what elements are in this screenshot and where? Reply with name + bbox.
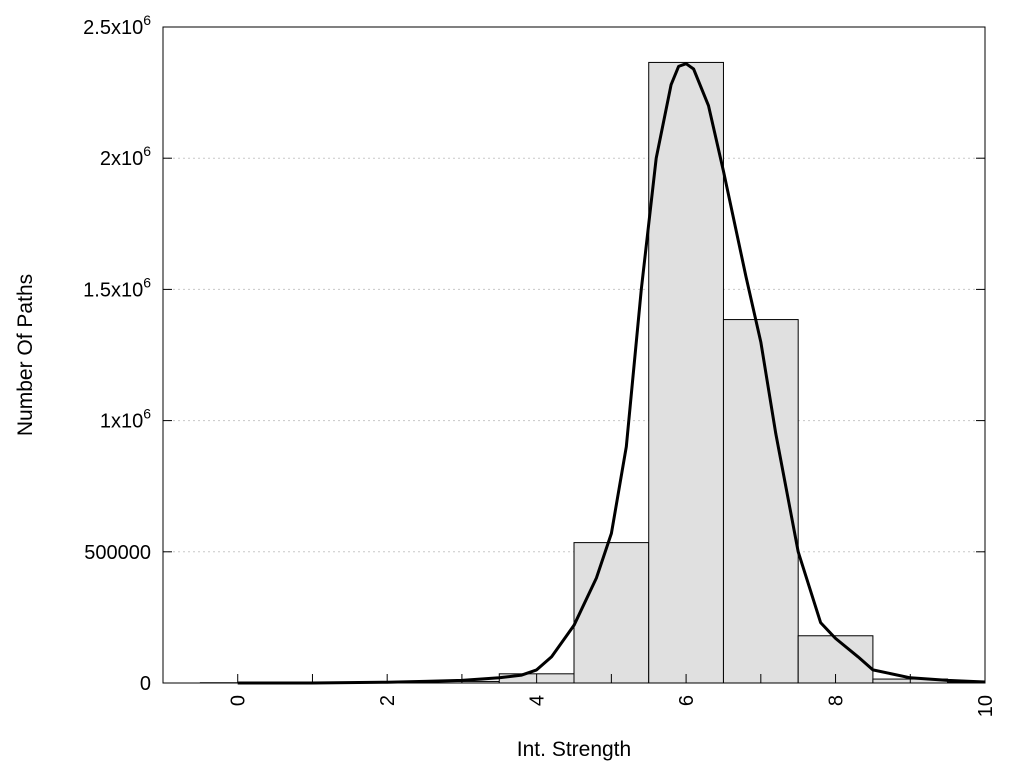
x-tick-label-1: 2 <box>377 695 399 706</box>
x-tick-label-5: 10 <box>975 695 997 717</box>
x-tick-label-0: 0 <box>228 695 250 706</box>
y-tick-label-0: 0 <box>140 673 151 695</box>
curve-line <box>237 62 986 685</box>
fitted-curve <box>237 62 986 685</box>
bar-5 <box>573 542 650 684</box>
bar-6 <box>648 61 724 684</box>
y-tick-label-5: 2.5x106 <box>83 12 151 39</box>
x-axis-label: Int. Strength <box>517 738 631 761</box>
bar-7 <box>722 319 799 684</box>
x-tick-label-4: 8 <box>826 695 848 706</box>
y-tick-label-2: 1x106 <box>100 406 151 433</box>
ticks <box>163 26 986 684</box>
y-tick-label-1: 500000 <box>84 542 151 564</box>
y-tick-labels: 0 500000 1x106 1.5x106 2x106 2.5x106 <box>83 12 151 695</box>
x-tick-label-3: 6 <box>676 695 698 706</box>
x-tick-labels: 0 2 4 6 8 10 <box>228 695 997 717</box>
x-tick-label-2: 4 <box>527 695 549 706</box>
y-tick-label-3: 1.5x106 <box>83 274 151 301</box>
grid-lines <box>163 157 985 553</box>
y-tick-label-4: 2x106 <box>100 143 151 170</box>
y-axis-label: Number Of Paths <box>14 274 37 436</box>
plot-frame <box>162 26 986 684</box>
